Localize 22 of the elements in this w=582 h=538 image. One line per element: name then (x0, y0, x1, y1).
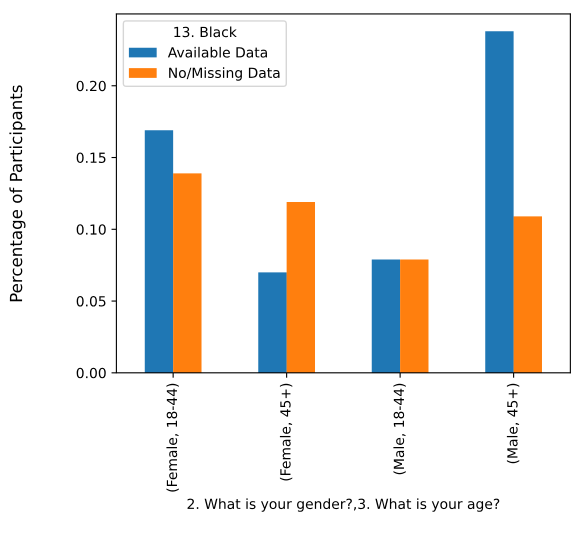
bar (485, 31, 514, 373)
x-tick-label: (Male, 45+) (506, 384, 520, 464)
legend-label: No/Missing Data (169, 67, 280, 81)
y-tick-label: 0.10 (76, 224, 106, 235)
bar (372, 259, 400, 373)
x-tick-label: (Female, 18-44) (166, 384, 179, 492)
y-tick-label: 0.00 (76, 368, 106, 378)
bar (258, 272, 287, 373)
bar (400, 259, 428, 373)
bar (514, 216, 542, 373)
legend-title: 13. Black (174, 26, 237, 38)
bar (173, 173, 202, 373)
y-tick-label: 0.15 (76, 152, 106, 163)
y-tick-label: 0.05 (76, 296, 106, 307)
x-tick-label: (Male, 18-44) (393, 384, 406, 474)
y-tick-label: 0.20 (76, 80, 106, 92)
x-tick-label: (Female, 45+) (280, 384, 292, 481)
bar (286, 202, 316, 373)
x-axis-title: 2. What is your gender?,3. What is your age? (188, 498, 500, 512)
bar (144, 130, 174, 373)
y-axis-title: Percentage of Participants (9, 85, 26, 302)
legend-label: Available Data (168, 46, 267, 58)
